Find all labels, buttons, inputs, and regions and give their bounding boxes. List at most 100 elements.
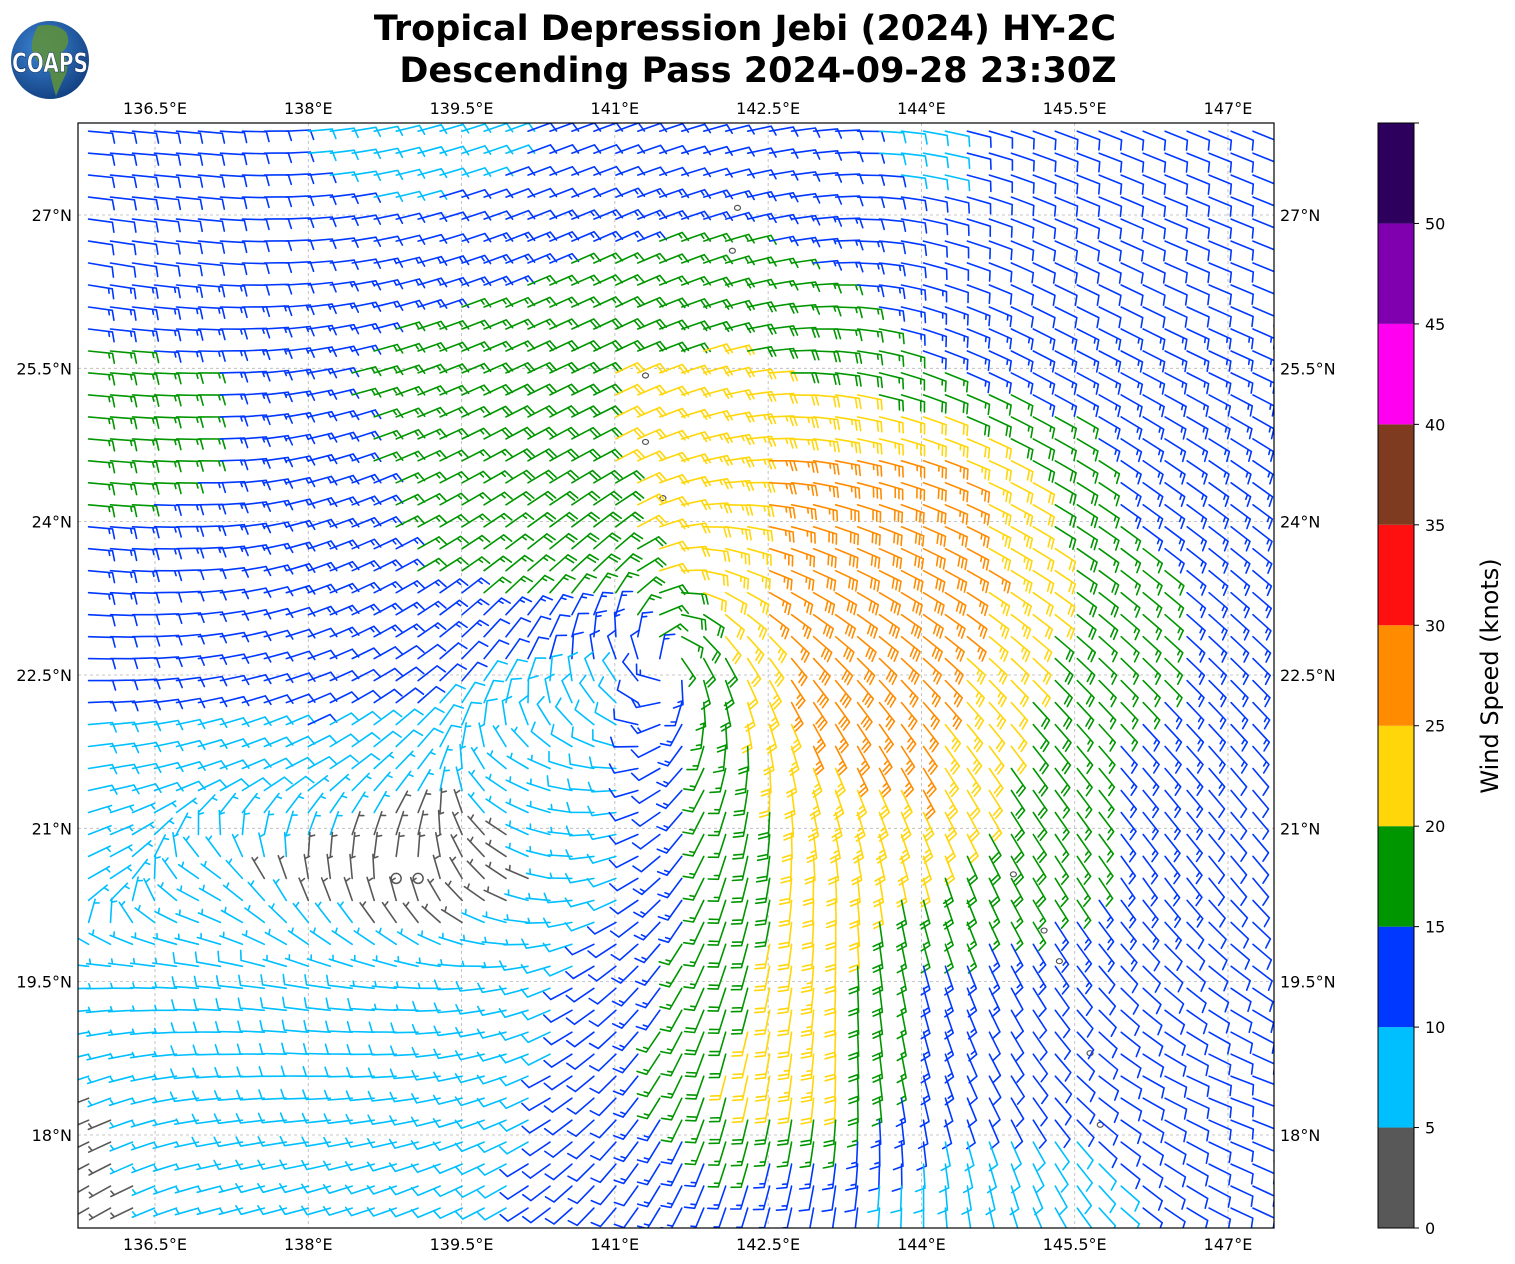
wind-barb [439,255,470,266]
wind-barb [309,927,332,946]
wind-barb [790,214,821,226]
wind-barb [988,174,1014,194]
wind-barb [768,126,799,137]
wind-barb [825,921,837,951]
wind-barb [900,482,926,501]
wind-barb [684,1163,705,1188]
wind-barb [373,581,404,594]
wind-barb [966,240,991,260]
wind-barb [219,792,239,814]
wind-barb [922,1207,925,1228]
wind-barb [1230,833,1248,862]
wind-barb [483,886,507,902]
wind-barb [1142,635,1162,663]
wind-barb [700,679,711,710]
wind-barb [966,635,987,662]
wind-barb [919,877,931,908]
wind-barb [466,836,485,858]
wind-barb [170,1068,200,1080]
wind-barb [812,372,841,386]
wind-barb [564,943,595,956]
wind-barb [1252,943,1273,970]
wind-barb [1032,723,1050,753]
wind-barb [690,723,705,751]
wind-barb [966,196,992,215]
wind-barb [238,974,266,990]
wind-barb [703,145,733,156]
wind-barb [966,394,991,416]
wind-barb [1208,218,1233,239]
wind-barb [1186,591,1207,619]
wind-barb [768,170,799,181]
wind-barb [78,1119,90,1126]
wind-barb [966,547,990,571]
wind-barb [609,921,639,938]
wind-barb [589,1097,617,1117]
wind-barb [1032,152,1057,173]
wind-barb [175,372,204,384]
wind-barb [324,1066,353,1078]
wind-barb [635,663,661,682]
wind-barb [659,562,690,574]
wind-barb [198,884,222,902]
wind-barb [944,613,966,639]
wind-barb [417,277,448,288]
wind-barb [944,460,969,480]
wind-barb [1076,1119,1095,1147]
wind-barb [351,236,382,247]
wind-barb [802,877,815,906]
wind-barb [555,697,573,726]
wind-barb [567,651,579,682]
wind-barb [395,790,412,814]
wind-barb [754,1075,771,1102]
wind-barb [1032,394,1056,417]
wind-barb [1252,855,1270,884]
wind-barb [755,855,771,883]
wind-barb [988,416,1012,438]
wind-barb [219,130,248,144]
wind-barb [806,833,818,864]
wind-barb [337,901,353,924]
wind-barb [1230,965,1251,991]
wind-barb [175,525,205,537]
wind-barb [393,1004,419,1012]
wind-barb [544,1207,573,1225]
wind-barb [175,909,200,924]
wind-barb [1120,855,1137,885]
wind-barb [658,921,683,944]
wind-barb [790,569,815,591]
wind-barb [589,1053,617,1072]
wind-barb [129,1005,156,1012]
wind-barb [1098,504,1120,529]
lat-tick-label-left: 21°N [32,819,72,838]
wind-barb [131,174,160,188]
wind-barb [1142,152,1167,173]
wind-barb [1098,701,1117,730]
wind-barb [87,174,116,189]
wind-barb [196,1185,222,1194]
lon-tick-label-top: 147°E [1204,99,1253,118]
wind-barb [417,810,429,836]
wind-barb [1054,526,1077,550]
wind-barb [427,878,441,902]
wind-barb [856,591,880,616]
wind-barb [549,634,568,660]
wind-barb [1142,613,1163,641]
wind-barb [1186,328,1210,350]
wind-barb [632,877,661,896]
wind-barb [856,196,885,209]
wind-barb [1142,833,1159,863]
wind-barb [129,982,156,990]
wind-barb [752,1185,771,1211]
lon-tick-label-bottom: 139.5°E [430,1235,494,1254]
wind-barb [153,1185,178,1195]
wind-barb [1164,416,1187,440]
wind-barb [878,438,904,456]
wind-barb [527,636,550,660]
wind-barb [1098,789,1115,819]
wind-barb [988,438,1012,460]
wind-barb [812,350,841,363]
wind-barb [87,1141,112,1153]
wind-barb [129,1051,156,1059]
wind-barb [790,723,802,754]
